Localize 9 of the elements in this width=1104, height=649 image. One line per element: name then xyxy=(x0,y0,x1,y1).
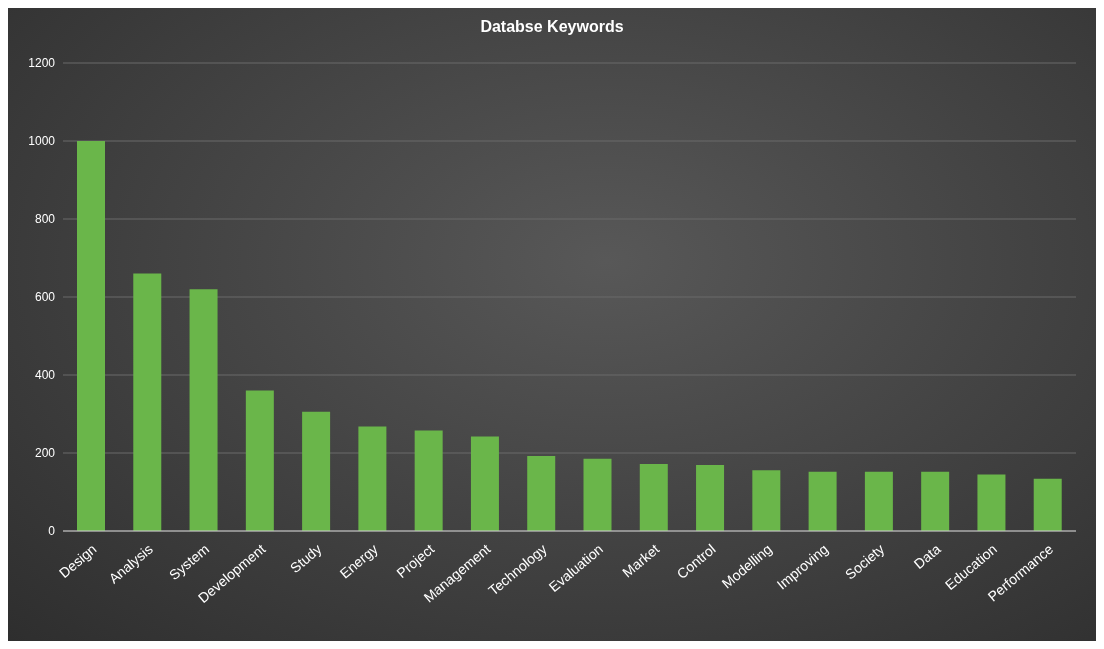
x-tick-label: Data xyxy=(910,540,944,572)
y-tick-label: 0 xyxy=(48,524,56,539)
y-tick-label: 400 xyxy=(34,368,56,383)
y-tick-label: 600 xyxy=(34,290,56,305)
y-tick-label: 1000 xyxy=(28,134,56,149)
y-tick-label: 200 xyxy=(34,446,56,461)
chart-title: Databse Keywords xyxy=(479,18,625,36)
y-tick-label: 800 xyxy=(34,212,56,227)
y-tick-label: 1200 xyxy=(28,56,56,71)
